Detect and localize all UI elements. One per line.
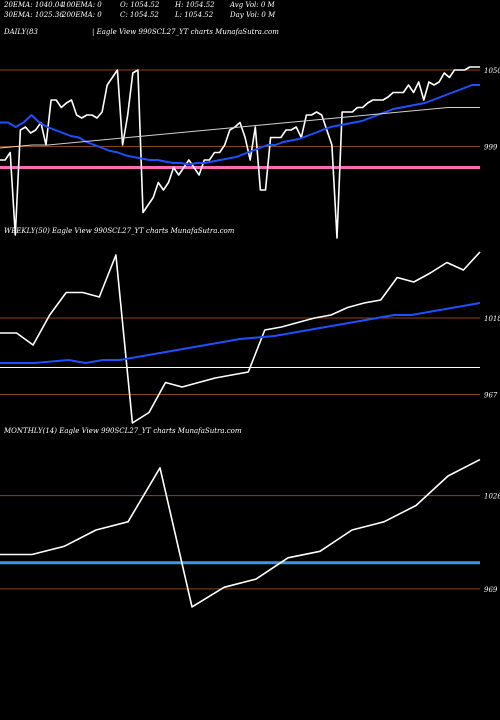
monthly-tick-label-0: 1026: [484, 493, 500, 501]
header-row-1: 20EMA: 1040.04: [4, 1, 64, 9]
daily-series-ema_fast: [0, 84, 480, 166]
ema30-label: 30EMA: 1025.36: [4, 11, 64, 19]
daily-tick-label-1: 999: [484, 144, 498, 152]
daily-panel-label: DAILY(83: [4, 28, 38, 36]
high-label: H: 1054.52: [175, 1, 215, 9]
avgvol-label: Avg Vol: 0 M: [230, 1, 275, 9]
dayvol-label-box: Day Vol: 0 M: [230, 11, 275, 19]
close-label-box: C: 1054.52: [120, 11, 159, 19]
weekly-series-price: [0, 251, 481, 424]
weekly-series-ema_fast: [0, 302, 481, 364]
ema100-label-box: 100EMA: 0: [62, 1, 102, 9]
weekly-tick-label-0: 1018: [484, 315, 500, 323]
ema200-label-box: 200EMA: 0: [62, 11, 102, 19]
header-row-2: 30EMA: 1025.36: [4, 11, 64, 19]
dayvol-label: Day Vol: 0 M: [230, 11, 276, 19]
high-label-box: H: 1054.52: [175, 1, 215, 9]
avgvol-label-box: Avg Vol: 0 M: [230, 1, 275, 9]
weekly-tick-label-1: 967: [484, 392, 498, 400]
low-label: L: 1054.52: [175, 11, 214, 19]
daily-tick-label-0: 1050: [484, 67, 500, 75]
daily-series-price: [0, 66, 480, 239]
ema200-label: 200EMA: 0: [62, 11, 102, 19]
low-label-box: L: 1054.52: [175, 11, 213, 19]
daily-panel-title: | Eagle View 990SCL27_YT charts MunafaSu…: [92, 28, 279, 36]
ema100-label: 100EMA: 0: [62, 1, 102, 9]
ema20-label: 20EMA: 1040.04: [4, 1, 64, 9]
monthly-panel-label: MONTHLY(14) Eagle View 990SCL27_YT chart…: [4, 427, 242, 435]
open-label-box: O: 1054.52: [120, 1, 159, 9]
monthly-tick-label-1: 969: [484, 586, 498, 594]
open-label: O: 1054.52: [120, 1, 160, 9]
close-label: C: 1054.52: [120, 11, 159, 19]
daily-series-ema_slow: [0, 107, 480, 149]
weekly-panel-label: WEEKLY(50) Eagle View 990SCL27_YT charts…: [4, 227, 235, 235]
monthly-series-price: [0, 458, 481, 608]
